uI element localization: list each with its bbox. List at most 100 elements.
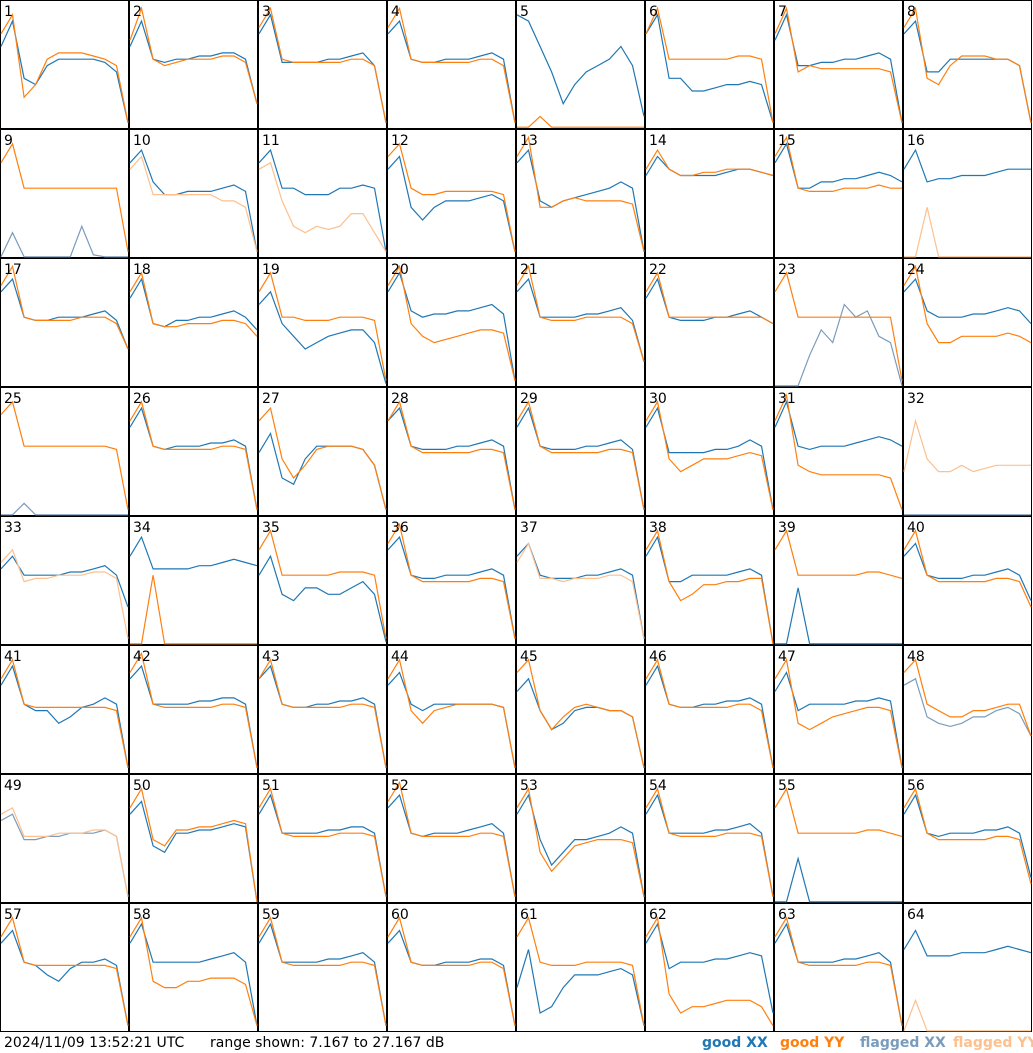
- spectrum-line: [645, 658, 774, 768]
- spectrum-line: [1, 502, 128, 516]
- panel-frame: [903, 774, 1032, 903]
- spectrum-line: [129, 535, 258, 570]
- spectrum-line: [387, 780, 516, 897]
- spectrum-line: [903, 998, 1031, 1032]
- panel-frame: [387, 774, 516, 903]
- spectrum-line: [387, 400, 516, 510]
- spectrum-line: [516, 658, 645, 768]
- panel-number: 41: [4, 649, 22, 665]
- panel-number: 47: [778, 649, 796, 665]
- spectrum-line: [645, 529, 774, 644]
- panel-frame: [516, 903, 645, 1032]
- spectrum-line: [0, 13, 129, 123]
- panel-frame: [0, 258, 129, 387]
- spectrum-line: [775, 587, 902, 645]
- spectrum-line: [903, 529, 1032, 608]
- panel-number: 58: [133, 907, 151, 923]
- panel-number: 12: [391, 133, 409, 149]
- panel-frame: [645, 645, 774, 774]
- spectrum-line: [0, 555, 129, 608]
- panel-number: 28: [391, 391, 409, 407]
- spectrum-line: [130, 575, 257, 645]
- spectrum-line: [129, 400, 258, 510]
- panel-frame: [774, 903, 903, 1032]
- panel-frame: [387, 516, 516, 645]
- spectrum-line: [774, 393, 903, 510]
- panel-frame: [0, 645, 129, 774]
- panel-number: 9: [4, 133, 13, 149]
- panel-frame: [645, 774, 774, 903]
- panel-number: 19: [262, 262, 280, 278]
- spectrum-line: [774, 671, 903, 768]
- panel-number: 6: [649, 4, 658, 20]
- panel-frame: [645, 129, 774, 258]
- panel-number: 27: [262, 391, 280, 407]
- panel-number: 5: [520, 4, 529, 20]
- spectrum-line: [0, 658, 129, 768]
- panel-frame: [516, 516, 645, 645]
- panel-frame: [516, 0, 645, 129]
- panel-frame: [645, 258, 774, 387]
- panel-number: 15: [778, 133, 796, 149]
- panel-number: 38: [649, 520, 667, 536]
- spectrum-line: [258, 529, 387, 639]
- panel-frame: [129, 516, 258, 645]
- panel-number: 63: [778, 907, 796, 923]
- spectrum-line: [258, 554, 387, 643]
- panel-number: 43: [262, 649, 280, 665]
- panel-frame: [258, 258, 387, 387]
- panel-number: 52: [391, 778, 409, 794]
- spectrum-line: [645, 400, 774, 510]
- spectrum-line: [516, 787, 645, 897]
- panel-frame: [387, 258, 516, 387]
- panel-frame: [0, 387, 129, 516]
- panel-number: 48: [907, 649, 925, 665]
- spectrum-line: [516, 793, 645, 897]
- spectrum-line: [774, 658, 903, 768]
- panel-number: 37: [520, 520, 538, 536]
- spectrum-line: [516, 135, 645, 252]
- spectrum-line: [258, 290, 387, 385]
- spectrum-line: [0, 916, 129, 1026]
- spectrum-line: [903, 277, 1032, 325]
- spectrum-line: [774, 400, 903, 451]
- spectrum-line: [387, 658, 516, 768]
- panel-number: 39: [778, 520, 796, 536]
- panel-frame: [129, 645, 258, 774]
- spectrum-line: [0, 142, 129, 252]
- spectrum-line: [0, 19, 129, 123]
- panel-frame: [387, 645, 516, 774]
- spectrum-line: [129, 787, 258, 902]
- spectrum-line: [516, 542, 645, 639]
- panel-number: 53: [520, 778, 538, 794]
- spectrum-line: [0, 264, 129, 350]
- panel-frame: [774, 774, 903, 903]
- panel-frame: [903, 0, 1032, 129]
- panel-frame: [645, 516, 774, 645]
- spectrum-line: [645, 406, 774, 510]
- spectrum-line: [129, 271, 258, 337]
- panel-number: 59: [262, 907, 280, 923]
- panel-number: 4: [391, 4, 400, 20]
- panel-number: 40: [907, 520, 925, 536]
- spectrum-line: [774, 6, 903, 123]
- panel-number: 23: [778, 262, 796, 278]
- spectrum-line: [129, 916, 258, 1026]
- spectrum-line: [903, 787, 1032, 885]
- spectrum-line: [129, 6, 258, 104]
- spectrum-line: [129, 651, 258, 768]
- panel-number: 57: [4, 907, 22, 923]
- panel-number: 24: [907, 262, 925, 278]
- spectrum-line: [645, 148, 774, 177]
- spectrum-line: [903, 929, 1032, 957]
- panel-frame: [258, 645, 387, 774]
- spectrum-line: [258, 13, 387, 123]
- panel-number: 26: [133, 391, 151, 407]
- panel-frame: [903, 129, 1032, 258]
- panel-number: 50: [133, 778, 151, 794]
- panel-frame: [387, 903, 516, 1032]
- panel-number: 33: [4, 520, 22, 536]
- spectrum-line: [129, 148, 258, 252]
- panel-number: 1: [4, 4, 13, 20]
